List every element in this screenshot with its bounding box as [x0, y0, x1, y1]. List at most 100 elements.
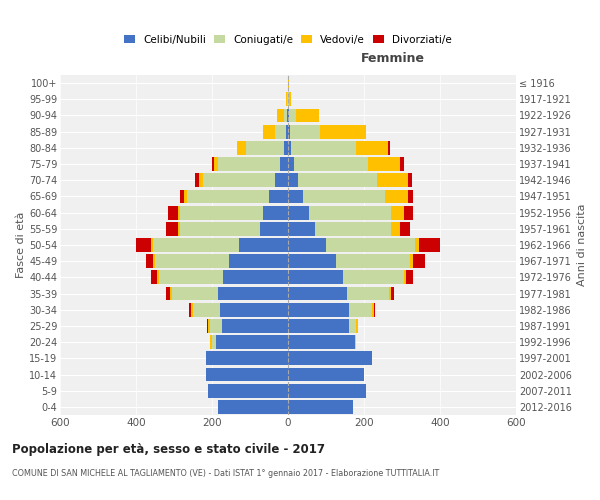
Bar	[180, 190, 184, 203]
Bar	[212, 336, 216, 349]
Bar	[220, 303, 288, 316]
Bar	[168, 206, 178, 220]
Bar	[296, 108, 319, 122]
Bar	[166, 222, 178, 235]
Bar	[275, 174, 288, 187]
Bar	[280, 157, 288, 171]
Bar	[355, 336, 356, 349]
Bar	[218, 400, 288, 414]
Bar	[269, 190, 288, 203]
Bar	[284, 141, 288, 154]
Bar	[288, 368, 364, 382]
Bar	[347, 286, 389, 300]
Bar	[288, 303, 349, 316]
Bar	[180, 222, 260, 235]
Bar	[223, 270, 288, 284]
Bar	[260, 222, 288, 235]
Bar	[214, 157, 218, 171]
Bar	[309, 206, 391, 220]
Legend: Celibi/Nubili, Coniugati/e, Vedovi/e, Divorziati/e: Celibi/Nubili, Coniugati/e, Vedovi/e, Di…	[122, 32, 454, 47]
Bar	[288, 222, 314, 235]
Bar	[207, 319, 208, 333]
Bar	[288, 254, 335, 268]
Bar	[419, 238, 440, 252]
Bar	[298, 174, 377, 187]
Bar	[287, 108, 288, 122]
Bar	[206, 368, 288, 382]
Y-axis label: Fasce di età: Fasce di età	[16, 212, 26, 278]
Bar	[216, 336, 288, 349]
Bar	[349, 303, 371, 316]
Bar	[206, 352, 288, 365]
Bar	[218, 157, 280, 171]
Bar	[157, 270, 159, 284]
Bar	[195, 174, 199, 187]
Bar	[166, 286, 170, 300]
Bar	[288, 157, 294, 171]
Bar	[404, 206, 413, 220]
Bar	[288, 141, 291, 154]
Bar	[326, 238, 415, 252]
Bar	[203, 174, 275, 187]
Bar	[263, 125, 275, 138]
Bar	[193, 303, 220, 316]
Bar	[263, 206, 288, 220]
Bar	[151, 270, 157, 284]
Bar	[408, 174, 412, 187]
Bar	[210, 336, 212, 349]
Text: Popolazione per età, sesso e stato civile - 2017: Popolazione per età, sesso e stato civil…	[12, 442, 325, 456]
Bar	[408, 190, 413, 203]
Bar	[371, 352, 373, 365]
Bar	[246, 141, 284, 154]
Bar	[415, 238, 419, 252]
Bar	[286, 125, 288, 138]
Bar	[151, 238, 153, 252]
Bar	[349, 319, 356, 333]
Bar	[275, 125, 286, 138]
Bar	[146, 254, 153, 268]
Bar	[314, 222, 391, 235]
Bar	[210, 319, 221, 333]
Y-axis label: Anni di nascita: Anni di nascita	[577, 204, 587, 286]
Bar	[208, 319, 210, 333]
Bar	[373, 303, 376, 316]
Bar	[180, 206, 263, 220]
Bar	[178, 206, 180, 220]
Bar	[218, 286, 288, 300]
Bar	[410, 254, 413, 268]
Bar	[221, 319, 288, 333]
Bar	[288, 336, 355, 349]
Bar	[356, 141, 388, 154]
Bar	[136, 238, 151, 252]
Bar	[385, 190, 408, 203]
Text: COMUNE DI SAN MICHELE AL TAGLIAMENTO (VE) - Dati ISTAT 1° gennaio 2017 - Elabora: COMUNE DI SAN MICHELE AL TAGLIAMENTO (VE…	[12, 469, 439, 478]
Bar	[159, 270, 223, 284]
Bar	[189, 303, 191, 316]
Bar	[288, 174, 298, 187]
Bar	[187, 190, 269, 203]
Bar	[343, 270, 404, 284]
Bar	[229, 254, 288, 268]
Bar	[212, 157, 214, 171]
Bar	[320, 125, 366, 138]
Bar	[172, 286, 218, 300]
Bar	[155, 254, 229, 268]
Bar	[199, 174, 203, 187]
Bar	[288, 125, 290, 138]
Bar	[288, 190, 303, 203]
Bar	[335, 254, 410, 268]
Bar	[288, 238, 326, 252]
Bar	[389, 286, 391, 300]
Bar	[277, 108, 284, 122]
Bar	[153, 254, 155, 268]
Bar	[294, 157, 368, 171]
Bar	[391, 286, 394, 300]
Bar	[178, 222, 180, 235]
Bar	[290, 125, 320, 138]
Bar	[236, 141, 246, 154]
Bar	[191, 303, 193, 316]
Bar	[208, 384, 288, 398]
Bar	[356, 319, 358, 333]
Bar	[368, 157, 400, 171]
Bar	[388, 141, 390, 154]
